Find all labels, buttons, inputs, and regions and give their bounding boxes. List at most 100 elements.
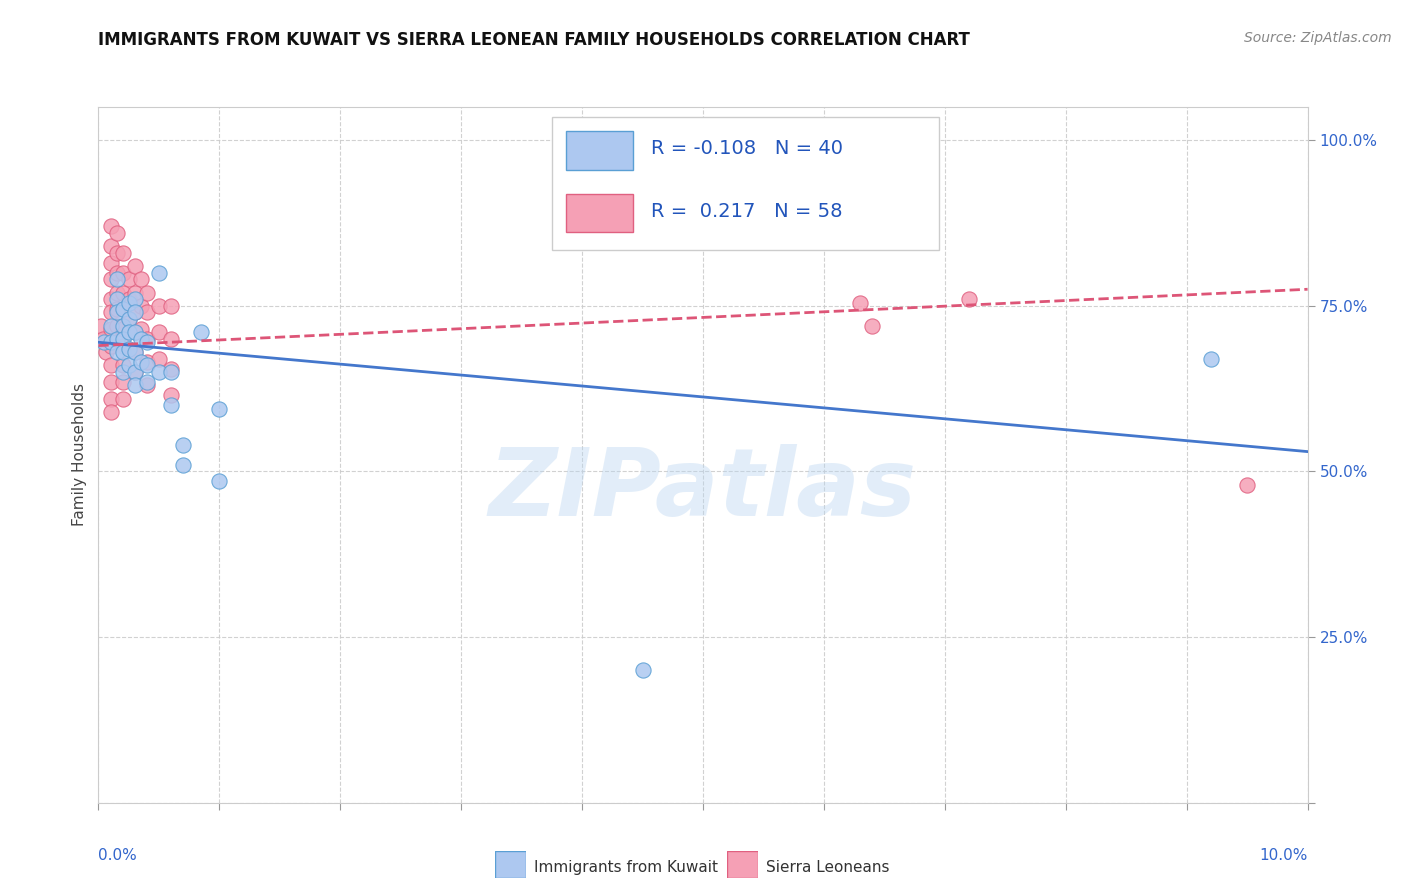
Text: Source: ZipAtlas.com: Source: ZipAtlas.com [1244, 31, 1392, 45]
Point [124, 378, 146, 392]
Point [111, 266, 134, 280]
Point [118, 326, 141, 340]
Point [957, 292, 980, 306]
Text: 10.0%: 10.0% [1260, 848, 1308, 863]
Point [118, 272, 141, 286]
Point [135, 332, 157, 346]
Point [135, 359, 157, 373]
Point [118, 312, 141, 326]
Point [100, 239, 122, 253]
Point [111, 359, 134, 373]
Point [124, 305, 146, 319]
Point [105, 292, 128, 306]
Point [124, 259, 146, 273]
Point [124, 365, 146, 379]
Text: Immigrants from Kuwait: Immigrants from Kuwait [534, 860, 718, 874]
Text: Sierra Leoneans: Sierra Leoneans [766, 860, 890, 874]
Point [124, 305, 146, 319]
Point [160, 299, 183, 313]
Point [160, 332, 183, 346]
Point [124, 285, 146, 300]
Point [172, 458, 194, 472]
Point [111, 392, 134, 406]
Point [135, 285, 157, 300]
Point [118, 342, 141, 356]
Point [118, 292, 141, 306]
Text: R =  0.217   N = 58: R = 0.217 N = 58 [651, 202, 842, 221]
Point [1199, 351, 1222, 366]
Point [94, 345, 117, 359]
Point [129, 332, 152, 346]
Point [148, 365, 170, 379]
Point [105, 285, 128, 300]
Point [631, 663, 654, 677]
Point [148, 326, 170, 340]
Text: 0.0%: 0.0% [98, 848, 138, 863]
Point [124, 326, 146, 340]
Point [124, 365, 146, 379]
Text: IMMIGRANTS FROM KUWAIT VS SIERRA LEONEAN FAMILY HOUSEHOLDS CORRELATION CHART: IMMIGRANTS FROM KUWAIT VS SIERRA LEONEAN… [98, 31, 970, 49]
Text: ZIPatlas: ZIPatlas [489, 443, 917, 536]
Point [849, 295, 872, 310]
Point [172, 438, 194, 452]
Point [100, 219, 122, 234]
Point [148, 299, 170, 313]
Point [105, 305, 128, 319]
Point [160, 365, 183, 379]
Point [111, 345, 134, 359]
Point [105, 345, 128, 359]
FancyBboxPatch shape [551, 118, 939, 250]
Point [135, 305, 157, 319]
Point [100, 322, 122, 336]
Point [135, 355, 157, 369]
Point [118, 359, 141, 373]
Point [124, 345, 146, 359]
Point [111, 302, 134, 317]
Point [111, 375, 134, 389]
Point [129, 322, 152, 336]
Point [160, 388, 183, 402]
Point [860, 318, 883, 333]
Point [129, 272, 152, 286]
Point [148, 266, 170, 280]
Point [100, 272, 122, 286]
Point [135, 335, 157, 350]
Point [160, 398, 183, 412]
Point [105, 332, 128, 346]
Point [111, 245, 134, 260]
Point [111, 322, 134, 336]
Point [100, 405, 122, 419]
Point [105, 318, 128, 333]
Point [100, 305, 122, 319]
Point [100, 392, 122, 406]
Point [118, 295, 141, 310]
Point [124, 292, 146, 306]
Point [105, 226, 128, 240]
Point [124, 345, 146, 359]
Point [100, 375, 122, 389]
Point [111, 285, 134, 300]
Y-axis label: Family Households: Family Households [72, 384, 87, 526]
Point [190, 326, 212, 340]
Point [208, 475, 231, 489]
Point [105, 272, 128, 286]
Point [100, 335, 122, 350]
Point [148, 351, 170, 366]
Point [135, 375, 157, 389]
Point [129, 299, 152, 313]
Point [105, 245, 128, 260]
Point [105, 266, 128, 280]
Point [100, 256, 122, 270]
Point [100, 338, 122, 352]
Point [90, 318, 112, 333]
Point [105, 302, 128, 317]
Point [93, 335, 115, 350]
Point [111, 365, 134, 379]
FancyBboxPatch shape [567, 194, 633, 232]
FancyBboxPatch shape [567, 131, 633, 169]
Text: R = -0.108   N = 40: R = -0.108 N = 40 [651, 139, 844, 158]
Point [124, 326, 146, 340]
Point [1236, 477, 1258, 491]
Point [91, 332, 114, 346]
Point [118, 312, 141, 326]
